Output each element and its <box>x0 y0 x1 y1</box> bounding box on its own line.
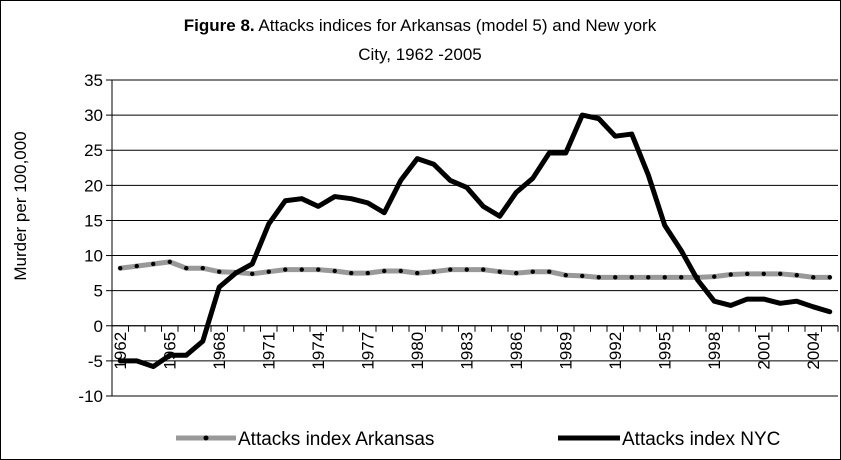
x-tick-label: 1998 <box>705 332 724 370</box>
x-tick-label: 1986 <box>507 332 526 370</box>
x-axis: 1962 1965 1968 1971 1974 1977 1980 1983 1986 1989… <box>111 325 839 370</box>
data-point <box>167 259 172 265</box>
y-tick-label: 15 <box>84 211 103 230</box>
data-point <box>662 275 667 280</box>
x-tick-label: 1989 <box>557 332 576 370</box>
data-point <box>151 261 156 267</box>
series-line-nyc <box>117 112 833 370</box>
svg-text:Figure 8. Attacks indices for: Figure 8. Attacks indices for Arkansas (… <box>184 16 657 35</box>
data-point <box>415 270 420 276</box>
y-tick-label: -10 <box>78 387 103 406</box>
data-point <box>481 267 486 272</box>
x-tick-label: 1971 <box>260 332 279 370</box>
data-point <box>794 273 799 278</box>
x-tick-label: 2001 <box>755 332 774 370</box>
data-point <box>398 268 403 274</box>
title-bold: Figure 8. <box>184 16 255 35</box>
y-tick-label: 35 <box>84 71 103 90</box>
data-point <box>250 271 255 277</box>
data-point <box>580 273 585 279</box>
data-point <box>761 271 766 277</box>
x-tick-label: 1965 <box>161 332 180 370</box>
y-tick-label: 30 <box>84 106 103 125</box>
x-tick-label: 1983 <box>458 332 477 370</box>
data-point <box>217 269 222 274</box>
data-point <box>266 269 271 274</box>
data-point <box>382 268 387 274</box>
data-point <box>629 275 634 280</box>
y-tick-label: 20 <box>84 176 103 195</box>
x-tick-label: 1962 <box>111 332 130 370</box>
series-lines <box>117 112 833 370</box>
data-point <box>332 268 337 274</box>
y-tick-label: 5 <box>94 282 103 301</box>
data-point <box>778 271 783 277</box>
data-point <box>184 265 189 271</box>
data-point <box>547 269 552 274</box>
chart-title: Figure 8. Attacks indices for Arkansas (… <box>184 16 657 64</box>
y-tick-label: -5 <box>88 352 103 371</box>
data-point <box>299 267 304 272</box>
data-point <box>448 267 453 272</box>
x-tick-label: 1992 <box>606 332 625 370</box>
data-point <box>728 272 733 277</box>
series-line-arkansas <box>117 259 833 280</box>
x-tick-label: 1968 <box>210 332 229 370</box>
data-point <box>811 275 816 280</box>
data-point <box>827 275 832 280</box>
data-point <box>349 270 354 276</box>
y-axis-label: Murder per 100,000 <box>11 131 30 280</box>
data-point <box>679 275 684 280</box>
legend-label-arkansas: Attacks index Arkansas <box>238 429 434 450</box>
title-line1: Attacks indices for Arkansas (model 5) a… <box>255 16 657 35</box>
y-tick-label: 0 <box>94 317 103 336</box>
x-tick-label: 1980 <box>408 332 427 370</box>
data-point <box>464 267 469 272</box>
y-tick-label: 25 <box>84 141 103 160</box>
data-point <box>134 263 139 269</box>
data-point <box>316 267 321 272</box>
x-tick-label: 1995 <box>656 332 675 370</box>
data-point <box>712 274 717 279</box>
gridlines <box>106 79 838 397</box>
y-tick-label: 10 <box>84 247 103 266</box>
data-point <box>365 270 370 276</box>
data-point <box>431 269 436 274</box>
data-point <box>118 265 123 271</box>
data-point <box>200 265 205 271</box>
x-tick-label: 1977 <box>359 332 378 370</box>
data-point <box>596 275 601 280</box>
data-point <box>497 269 502 274</box>
title-line2: City, 1962 -2005 <box>358 45 481 64</box>
data-point <box>563 273 568 278</box>
data-point <box>646 275 651 280</box>
data-point <box>514 270 519 276</box>
y-tick-labels: 35 30 25 20 15 10 5 0 -5 -10 <box>78 71 103 406</box>
data-point <box>283 267 288 272</box>
data-point <box>530 269 535 274</box>
data-point <box>745 271 750 277</box>
x-tick-label: 1974 <box>309 332 328 370</box>
legend: Attacks index Arkansas Attacks index NYC <box>176 429 780 450</box>
data-point <box>613 275 618 280</box>
legend-marker-arkansas <box>203 435 209 441</box>
legend-label-nyc: Attacks index NYC <box>622 429 780 450</box>
x-tick-label: 2004 <box>804 332 823 370</box>
